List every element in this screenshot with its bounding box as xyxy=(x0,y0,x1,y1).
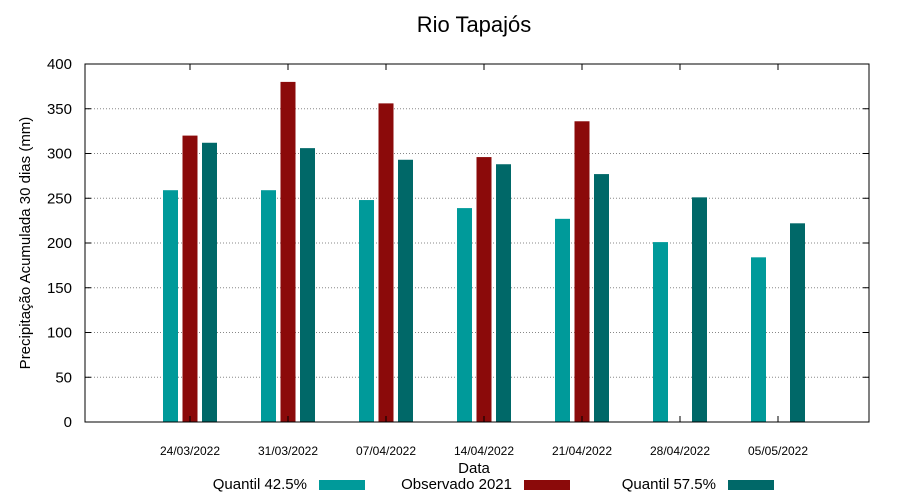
y-tick-label: 0 xyxy=(64,414,72,431)
bar xyxy=(378,103,394,422)
bar xyxy=(280,81,296,423)
bar xyxy=(653,242,668,422)
bar xyxy=(398,159,413,422)
y-tick-label: 250 xyxy=(47,190,72,207)
bar xyxy=(359,200,374,422)
legend-swatch xyxy=(728,480,774,490)
x-axis-label: Data xyxy=(458,460,490,477)
legend-label: Quantil 42.5% xyxy=(213,476,307,493)
y-tick-label: 350 xyxy=(47,101,72,118)
bar xyxy=(163,190,178,422)
chart-title: Rio Tapajós xyxy=(417,12,532,37)
x-axis: 24/03/2022 31/03/2022 07/04/2022 14/04/2022… xyxy=(160,64,808,458)
bar xyxy=(790,223,805,422)
y-axis-label: Precipitação Acumulada 30 dias (mm) xyxy=(17,117,34,370)
y-tick-label: 200 xyxy=(47,235,72,252)
legend-label: Quantil 57.5% xyxy=(622,476,716,493)
bar xyxy=(594,174,609,422)
legend: Quantil 42.5% Observado 2021 Quantil 57.5% xyxy=(213,476,774,493)
bar xyxy=(751,257,766,422)
y-tick-label: 50 xyxy=(55,369,72,386)
x-tick-label: 31/03/2022 xyxy=(258,444,318,458)
bar xyxy=(574,121,590,422)
y-axis: 0 50 100 150 200 250 300 350 400 xyxy=(47,56,869,431)
bar xyxy=(202,142,217,422)
bar xyxy=(457,208,472,422)
y-tick-label: 400 xyxy=(47,56,72,73)
bar xyxy=(496,164,511,423)
x-tick-label: 07/04/2022 xyxy=(356,444,416,458)
x-tick-label: 24/03/2022 xyxy=(160,444,220,458)
x-tick-label: 05/05/2022 xyxy=(748,444,808,458)
legend-swatch xyxy=(524,480,570,490)
x-tick-label: 21/04/2022 xyxy=(552,444,612,458)
bar xyxy=(300,148,315,422)
legend-label: Observado 2021 xyxy=(401,476,512,493)
y-tick-label: 150 xyxy=(47,280,72,297)
x-tick-label: 14/04/2022 xyxy=(454,444,514,458)
bar xyxy=(182,135,198,422)
y-tick-label: 300 xyxy=(47,146,72,163)
legend-swatch xyxy=(319,480,365,490)
x-tick-label: 28/04/2022 xyxy=(650,444,710,458)
bars xyxy=(163,81,805,423)
bar xyxy=(476,157,492,422)
y-tick-label: 100 xyxy=(47,325,72,342)
bar xyxy=(261,190,276,422)
bar xyxy=(555,218,570,422)
bar xyxy=(692,197,707,422)
